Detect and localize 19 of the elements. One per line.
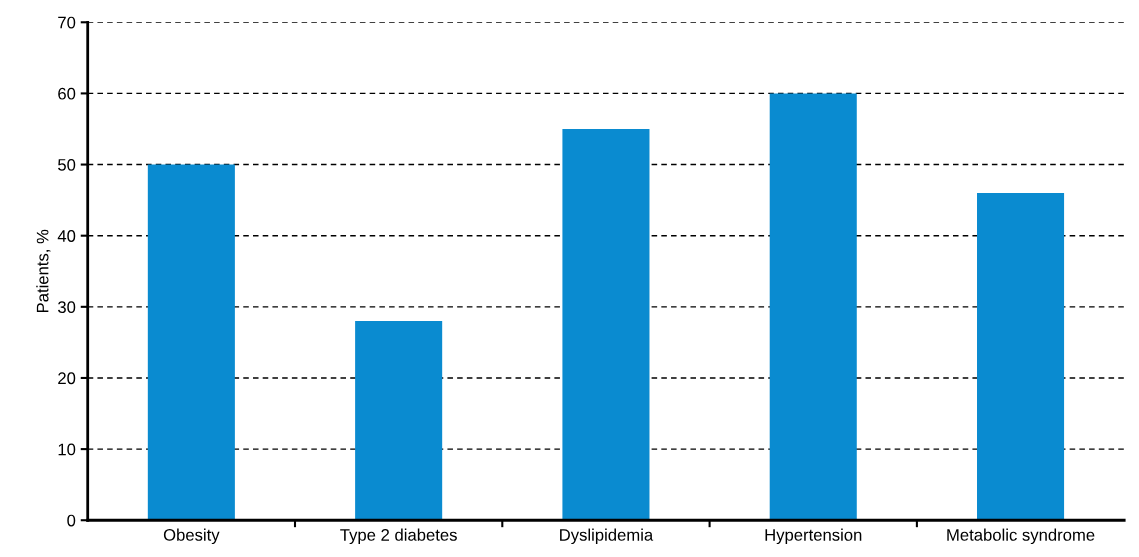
y-tick-label: 40	[57, 230, 76, 242]
y-tick-label: 70	[58, 16, 76, 29]
y-axis-title: Patients, %	[36, 229, 51, 313]
bar	[355, 321, 443, 521]
x-tick-label: Type 2 diabetes	[340, 528, 457, 545]
x-tick-label: Metabolic syndrome	[947, 528, 1095, 545]
y-tick-label: 10	[58, 443, 76, 456]
x-tick-label: Hypertension	[765, 528, 862, 545]
bar	[147, 164, 235, 521]
y-tick-label: 0	[67, 514, 76, 527]
y-tick-label: 20	[58, 372, 76, 385]
bar	[769, 93, 857, 521]
x-tick-label: Obesity	[163, 528, 220, 545]
x-tick-label: Dyslipidemia	[560, 528, 654, 545]
y-tick-label: 50	[58, 158, 76, 171]
bar	[562, 128, 650, 521]
y-tick-label: 60	[58, 87, 76, 100]
y-tick-label: 30	[58, 301, 76, 314]
bar	[977, 193, 1065, 521]
